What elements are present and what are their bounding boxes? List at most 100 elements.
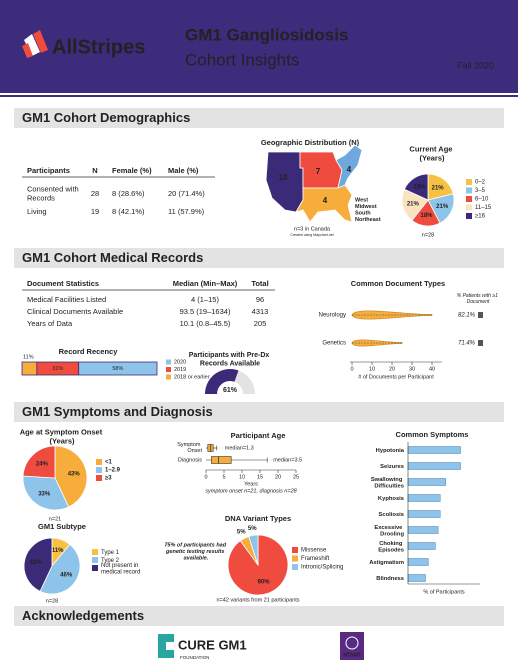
table-header: Participants bbox=[27, 166, 70, 175]
legend-label: ≥16 bbox=[475, 214, 486, 220]
pie-slice bbox=[39, 543, 81, 595]
legend-swatch bbox=[292, 555, 298, 562]
segment-label: 31% bbox=[52, 366, 63, 372]
category-label: Diagnosis bbox=[178, 457, 202, 463]
x-tick-label: 10 bbox=[369, 366, 375, 372]
table-cell: 4 (1–15) bbox=[191, 295, 219, 304]
category-label: Hypotonia bbox=[376, 448, 405, 454]
category-label: Scoliosis bbox=[379, 512, 404, 518]
legend-label: ≥3 bbox=[105, 476, 112, 482]
header-band bbox=[0, 0, 518, 93]
x-tick-label: 0 bbox=[350, 366, 353, 372]
pie-slice bbox=[401, 188, 429, 221]
bar bbox=[407, 558, 429, 566]
n-label: n=42 variants from 21 participants bbox=[216, 597, 299, 603]
pie-label: 5% bbox=[237, 530, 246, 536]
chart-title: Participants with Pre-Dx Records Availab… bbox=[189, 352, 271, 368]
x-tick-label: 10 bbox=[239, 474, 245, 480]
pie-slice bbox=[427, 193, 455, 224]
chart-title: DNA Variant Types bbox=[225, 514, 291, 523]
legend-label: 1–2.9 bbox=[105, 468, 121, 474]
header-date: Fall 2020 bbox=[457, 60, 494, 70]
pct-header: % Patients with ≥1 Document bbox=[457, 293, 500, 305]
table-cell: 205 bbox=[254, 319, 267, 328]
pie-label: 43% bbox=[30, 560, 43, 566]
pie-slice bbox=[22, 445, 56, 479]
legend-swatch bbox=[96, 459, 102, 465]
gauge-value bbox=[205, 369, 239, 394]
pie-slice bbox=[23, 537, 53, 592]
legend-swatch bbox=[166, 359, 171, 365]
cure-logo-sub: FOUNDATION bbox=[180, 655, 209, 660]
n-label: n=28 bbox=[46, 598, 58, 604]
x-tick-label: 15 bbox=[257, 474, 263, 480]
pie-label: 5% bbox=[248, 526, 257, 532]
legend-swatch bbox=[292, 564, 298, 570]
median-label: median=3.5 bbox=[273, 457, 302, 463]
map-legend: Northeast bbox=[355, 217, 381, 223]
map-legend: South bbox=[355, 210, 371, 216]
category-label: Choking Episodes bbox=[378, 540, 404, 553]
x-tick-label: 5 bbox=[222, 474, 225, 480]
category-label: Symptom Onset bbox=[177, 442, 202, 454]
map-region bbox=[335, 144, 363, 189]
legend-label: Not present in medical record bbox=[101, 562, 140, 575]
legend-label: <1 bbox=[105, 460, 113, 466]
legend-swatch bbox=[466, 187, 472, 194]
map-value: 4 bbox=[323, 196, 328, 205]
x-tick-label: 0 bbox=[204, 474, 207, 480]
legend-label: 3–5 bbox=[475, 188, 486, 194]
category-label: Excessive Drooling bbox=[374, 524, 404, 537]
section-title: GM1 Cohort Medical Records bbox=[22, 250, 203, 265]
chart-title: Record Recency bbox=[59, 347, 119, 356]
chart-title: Common Symptoms bbox=[396, 430, 469, 439]
pie-label: 11% bbox=[52, 548, 64, 554]
map-value: 10 bbox=[279, 173, 288, 182]
table-cell: 93.5 (19–1634) bbox=[180, 307, 231, 316]
pie-label: 21% bbox=[432, 185, 445, 191]
table-cell: Living bbox=[27, 207, 47, 216]
bar bbox=[407, 574, 426, 582]
section-bar bbox=[14, 108, 504, 128]
map-title: Geographic Distribution (N) bbox=[261, 138, 360, 147]
ntsad-text: NTSAD bbox=[343, 652, 361, 658]
map-legend: Midwest bbox=[355, 204, 377, 210]
stacked-segment bbox=[78, 361, 158, 376]
map-legend: West bbox=[355, 197, 368, 203]
segment-label: 58% bbox=[112, 366, 123, 372]
category-label: Blindness bbox=[376, 576, 404, 582]
legend-label: 11–15 bbox=[475, 205, 492, 211]
n-label: n=21 bbox=[49, 516, 61, 522]
x-tick-label: 30 bbox=[409, 366, 415, 372]
category-label: Neurology bbox=[319, 313, 346, 319]
chart-note: 75% of participants had genetic testing … bbox=[164, 543, 227, 562]
bar bbox=[407, 542, 436, 550]
stacked-segment bbox=[21, 361, 38, 376]
legend-swatch bbox=[466, 179, 472, 185]
legend-swatch bbox=[466, 196, 472, 202]
legend-swatch bbox=[92, 549, 98, 555]
legend-swatch bbox=[92, 565, 98, 571]
pie-label: 46% bbox=[60, 573, 73, 579]
table-cell: 96 bbox=[256, 295, 264, 304]
n-label: n=28 bbox=[422, 232, 434, 238]
legend-swatch bbox=[92, 557, 98, 563]
table-cell: Medical Facilities Listed bbox=[27, 295, 106, 304]
map-region bbox=[295, 184, 353, 223]
table-cell: 28 bbox=[91, 189, 99, 198]
table-cell: 20 (71.4%) bbox=[168, 189, 205, 198]
pct-label: 82.1% bbox=[458, 313, 476, 319]
section-title: GM1 Symptoms and Diagnosis bbox=[22, 404, 213, 419]
x-tick-label: 20 bbox=[389, 366, 395, 372]
pct-icon bbox=[478, 340, 483, 346]
table-cell: Consented with Records bbox=[27, 184, 81, 202]
table-cell: 19 bbox=[91, 207, 99, 216]
chart-title: Participant Age bbox=[231, 431, 286, 440]
section-title: GM1 Cohort Demographics bbox=[22, 110, 190, 125]
pie-label: 24% bbox=[36, 462, 49, 468]
map-note: n=3 in Canada bbox=[294, 226, 331, 232]
table-cell: 8 (28.6%) bbox=[112, 189, 145, 198]
median-label: median=1.3 bbox=[225, 445, 254, 451]
table-header: N bbox=[92, 166, 97, 175]
